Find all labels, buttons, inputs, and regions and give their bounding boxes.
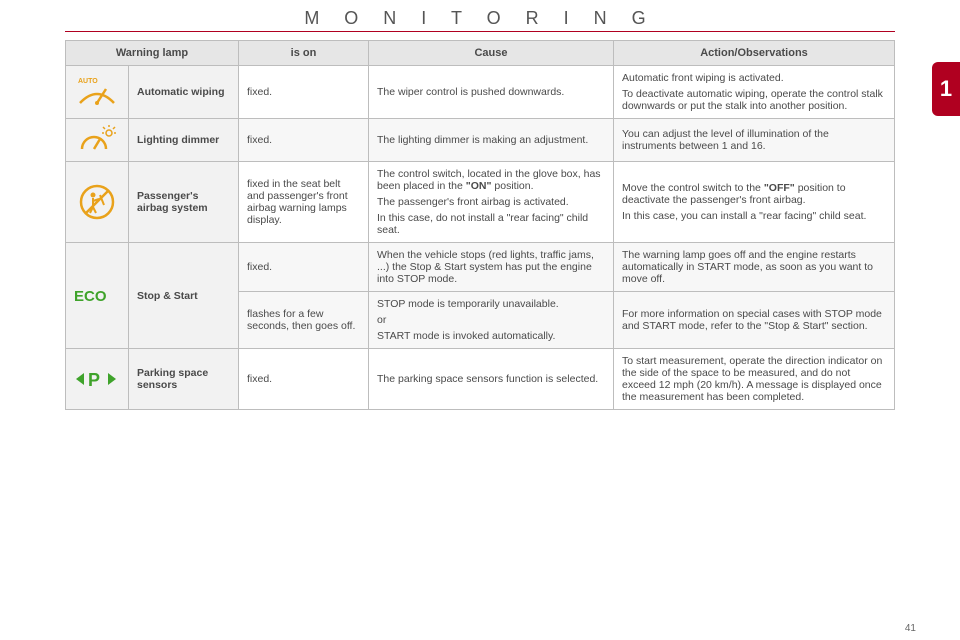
- cause-cell-dimmer: The lighting dimmer is making an adjustm…: [369, 119, 614, 162]
- cause-text: or: [377, 314, 605, 326]
- svg-text:AUTO: AUTO: [78, 78, 98, 85]
- action-text: In this case, you can install a "rear fa…: [622, 210, 886, 222]
- eco-icon: ECO: [74, 285, 120, 307]
- ison-cell-wiper: fixed.: [239, 66, 369, 119]
- action-cell-eco-1: The warning lamp goes off and the engine…: [614, 243, 895, 292]
- page-title: M O N I T O R I N G: [0, 0, 960, 31]
- ison-cell-dimmer: fixed.: [239, 119, 369, 162]
- cause-cell-eco-1: When the vehicle stops (red lights, traf…: [369, 243, 614, 292]
- cause-cell-airbag: The control switch, located in the glove…: [369, 162, 614, 243]
- action-cell-eco-2: For more information on special cases wi…: [614, 292, 895, 349]
- page-number: 41: [905, 623, 916, 634]
- svg-text:ECO: ECO: [74, 288, 107, 305]
- icon-cell-eco: ECO: [66, 243, 129, 349]
- action-text-a: Move the control switch to the: [622, 182, 764, 194]
- action-cell-airbag: Move the control switch to the "OFF" pos…: [614, 162, 895, 243]
- name-cell-airbag: Passenger's airbag system: [129, 162, 239, 243]
- col-header-warning: Warning lamp: [66, 41, 239, 66]
- icon-cell-parking: P: [66, 349, 129, 410]
- ison-cell-parking: fixed.: [239, 349, 369, 410]
- cause-text-c: position.: [491, 180, 533, 192]
- cause-text: In this case, do not install a "rear fac…: [377, 212, 605, 236]
- wiper-icon: AUTO: [76, 75, 118, 109]
- title-underline: [65, 31, 895, 32]
- ison-cell-airbag: fixed in the seat belt and passenger's f…: [239, 162, 369, 243]
- cause-text: STOP mode is temporarily unavailable.: [377, 298, 605, 310]
- name-cell-wiper: Automatic wiping: [129, 66, 239, 119]
- action-cell-dimmer: You can adjust the level of illumination…: [614, 119, 895, 162]
- warning-lamp-table: Warning lamp is on Cause Action/Observat…: [65, 40, 895, 410]
- action-text: Automatic front wiping is activated.: [622, 72, 886, 84]
- col-header-action: Action/Observations: [614, 41, 895, 66]
- name-cell-dimmer: Lighting dimmer: [129, 119, 239, 162]
- chapter-tab: 1: [932, 62, 960, 116]
- dimmer-icon: [76, 125, 118, 155]
- cause-cell-eco-2: STOP mode is temporarily unavailable. or…: [369, 292, 614, 349]
- action-text-b: "OFF": [764, 182, 795, 194]
- cause-text-b: "ON": [466, 180, 492, 192]
- action-cell-parking: To start measurement, operate the direct…: [614, 349, 895, 410]
- icon-cell-airbag: [66, 162, 129, 243]
- ison-cell-eco-1: fixed.: [239, 243, 369, 292]
- ison-cell-eco-2: flashes for a few seconds, then goes off…: [239, 292, 369, 349]
- airbag-icon: [76, 181, 118, 223]
- col-header-ison: is on: [239, 41, 369, 66]
- action-cell-wiper: Automatic front wiping is activated. To …: [614, 66, 895, 119]
- name-cell-parking: Parking space sensors: [129, 349, 239, 410]
- icon-cell-dimmer: [66, 119, 129, 162]
- cause-text: The control switch, located in the glove…: [377, 168, 605, 192]
- action-text: To deactivate automatic wiping, operate …: [622, 88, 886, 112]
- col-header-cause: Cause: [369, 41, 614, 66]
- cause-cell-parking: The parking space sensors function is se…: [369, 349, 614, 410]
- action-text: Move the control switch to the "OFF" pos…: [622, 182, 886, 206]
- cause-text: The passenger's front airbag is activate…: [377, 196, 605, 208]
- cause-cell-wiper: The wiper control is pushed downwards.: [369, 66, 614, 119]
- icon-cell-wiper: AUTO: [66, 66, 129, 119]
- name-cell-eco: Stop & Start: [129, 243, 239, 349]
- parking-icon: P: [74, 367, 120, 391]
- cause-text: START mode is invoked automatically.: [377, 330, 605, 342]
- svg-text:P: P: [88, 370, 100, 390]
